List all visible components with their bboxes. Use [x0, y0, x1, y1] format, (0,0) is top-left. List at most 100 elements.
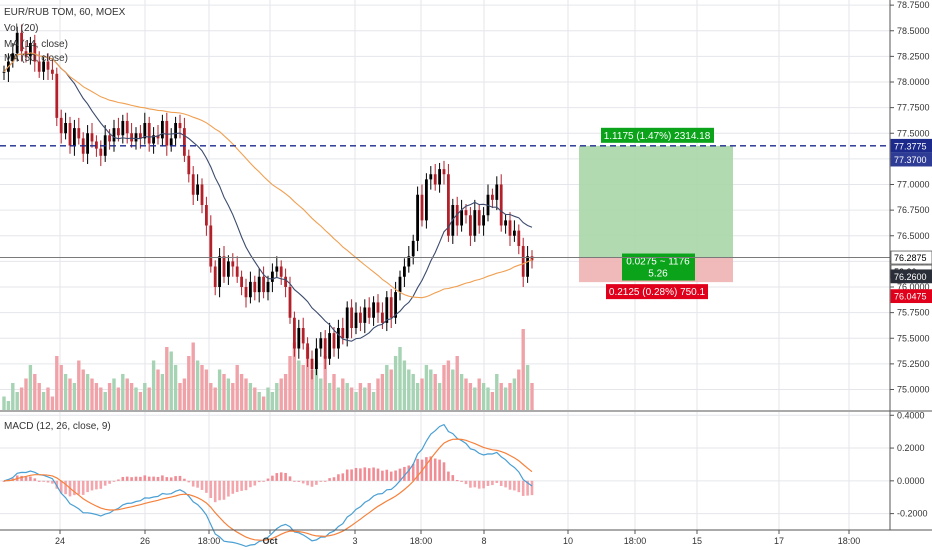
- volume-bar: [349, 387, 354, 410]
- time-axis-label: 3: [352, 536, 357, 546]
- macd-histogram-bar: [95, 480, 98, 490]
- candle-body: [77, 128, 81, 139]
- candle-body: [367, 307, 371, 318]
- candle-body: [323, 338, 327, 359]
- target-label-box: [601, 127, 714, 143]
- macd-histogram-bar: [209, 480, 213, 498]
- macd-histogram-bar: [345, 469, 349, 481]
- volume-bar: [490, 392, 495, 410]
- macd-histogram-bar: [376, 468, 380, 481]
- candle-body: [306, 343, 309, 359]
- volume-bar: [68, 378, 72, 410]
- macd-histogram-bar: [350, 469, 353, 481]
- candle-body: [174, 123, 177, 139]
- candle-body: [156, 135, 160, 139]
- ma-fast-legend: MA (14, close): [4, 39, 68, 50]
- grid: [0, 0, 890, 530]
- volume-bar: [134, 387, 138, 410]
- volume-bar: [459, 374, 464, 410]
- macd-histogram-bar: [513, 480, 516, 491]
- horizontal-lines[interactable]: [0, 145, 890, 259]
- macd-histogram-bar: [389, 471, 393, 481]
- price-tag-label: 76.0475: [894, 292, 927, 302]
- volume-bar: [297, 360, 301, 410]
- candle-body: [363, 307, 367, 323]
- macd-histogram-bar: [125, 476, 129, 481]
- candle-body: [139, 133, 142, 139]
- volume-bar: [521, 329, 525, 410]
- price-tag-label: 76.2600: [894, 272, 927, 282]
- candle-body: [495, 184, 499, 200]
- macd-histogram-bar: [438, 459, 441, 481]
- candle-body: [64, 123, 67, 134]
- macd-histogram-bar: [59, 480, 63, 494]
- volume-bar: [517, 369, 521, 410]
- macd-histogram-bar: [398, 468, 402, 481]
- candle-body: [73, 128, 76, 146]
- volume-bar: [11, 383, 15, 410]
- macd-histogram-bar: [51, 480, 54, 484]
- macd-histogram-bar: [288, 476, 292, 481]
- candle-body: [227, 261, 230, 277]
- macd-histogram-bar: [196, 480, 199, 488]
- candle-body: [112, 128, 116, 142]
- candle-body: [297, 328, 301, 349]
- candle-body: [235, 266, 239, 277]
- candle-body: [196, 184, 199, 195]
- candle-body: [55, 73, 59, 118]
- candle-body: [341, 328, 345, 339]
- candle-body: [33, 43, 37, 62]
- candle-body: [442, 169, 446, 175]
- candle-body: [530, 256, 534, 261]
- volume-bar: [358, 383, 363, 410]
- volume-bar: [6, 401, 11, 410]
- macd-histogram-bar: [130, 477, 133, 481]
- macd-axis-label: 0.0000: [897, 476, 925, 486]
- macd-histogram-bar: [29, 476, 32, 481]
- time-axis-label: 17: [774, 536, 784, 546]
- candle-body: [161, 120, 164, 139]
- volume-bar: [204, 369, 209, 410]
- candle-body: [29, 43, 32, 57]
- macd-histogram-bar: [275, 473, 279, 481]
- macd-histogram-bar: [297, 480, 301, 483]
- volume-bar: [398, 347, 402, 410]
- price-candles: [2, 24, 534, 380]
- macd-histogram-bar: [354, 467, 358, 481]
- volume-bar: [437, 383, 442, 410]
- macd-histogram-bar: [266, 478, 270, 481]
- candle-body: [460, 210, 463, 226]
- volume-bar: [477, 378, 481, 410]
- candle-body: [130, 133, 133, 142]
- volume-bar: [103, 392, 107, 410]
- macd-histogram-bar: [77, 480, 81, 495]
- macd-histogram-bar: [108, 480, 111, 484]
- target-label: 1.1175 (1.47%) 2314.18: [604, 131, 711, 142]
- volume-bar: [121, 374, 125, 410]
- candle-body: [249, 281, 252, 298]
- candle-body: [517, 230, 521, 246]
- volume-bar: [319, 378, 323, 410]
- candle-body: [117, 128, 120, 136]
- candle-body: [279, 266, 283, 277]
- macd-line: [3, 423, 533, 548]
- volume-bar: [59, 365, 63, 410]
- candle-body: [385, 297, 389, 323]
- macd-histogram-bar: [249, 480, 252, 488]
- price-axis-label: 77.7500: [897, 103, 930, 113]
- macd-histogram-bar: [161, 475, 164, 481]
- macd-histogram-bar: [429, 456, 433, 481]
- candle-body: [328, 333, 331, 359]
- price-tag-label: 76.2875: [894, 253, 927, 263]
- candle-body: [403, 266, 406, 277]
- volume-bars: [2, 329, 534, 410]
- volume-bar: [248, 383, 253, 410]
- volume-legend: Vol (20): [4, 23, 38, 34]
- macd-histogram-bar: [117, 479, 120, 481]
- price-tag-box: [890, 289, 932, 304]
- macd-histogram-bar: [257, 480, 261, 483]
- candle-body: [433, 174, 437, 185]
- price-axis-label: 76.0000: [897, 282, 930, 292]
